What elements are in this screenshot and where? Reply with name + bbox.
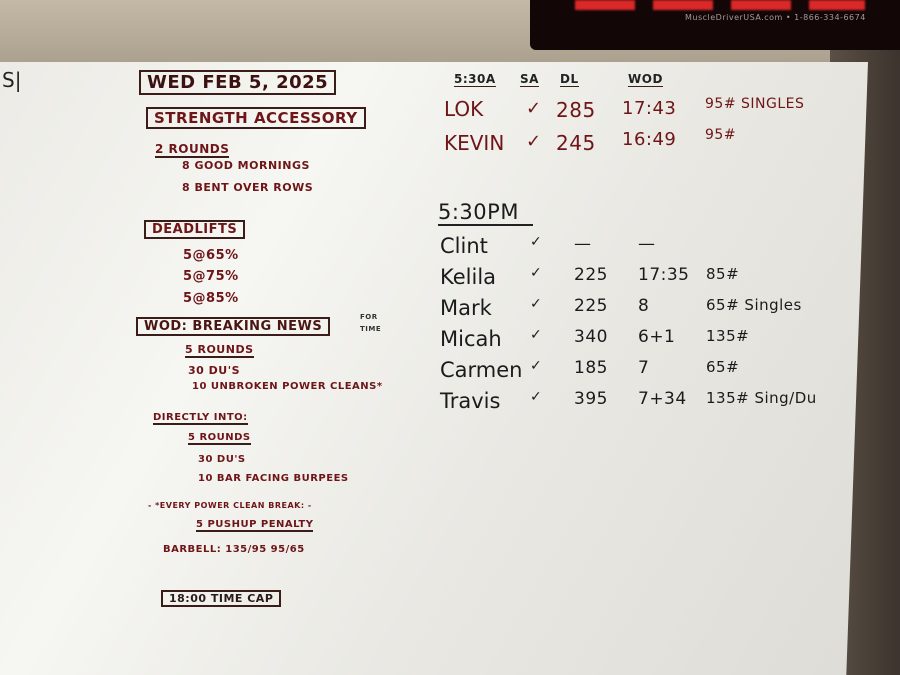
strength-item: 8 GOOD MORNINGS [182, 159, 310, 172]
athlete-name: Clint [440, 234, 488, 258]
dl-value: 185 [574, 358, 608, 378]
wod-note: TIME [360, 325, 382, 333]
wod-rounds: 5 ROUNDS [185, 343, 254, 358]
load-value: 65# [706, 358, 740, 376]
edge-mark: S| [2, 68, 22, 92]
wod-value: 6+1 [638, 327, 676, 347]
wod-value: 17:43 [622, 98, 677, 119]
athlete-name: Micah [440, 327, 502, 351]
deadlift-set: 5@85% [183, 291, 239, 306]
sa-check: ✓ [530, 327, 543, 343]
wod-value: 16:49 [622, 129, 677, 150]
deadlifts-title: DEADLIFTS [144, 220, 246, 239]
strength-item: 8 BENT OVER ROWS [182, 181, 314, 194]
dl-value: 340 [574, 327, 608, 347]
timer-led-display [575, 0, 865, 10]
penalty: 5 PUSHUP PENALTY [196, 519, 314, 532]
dl-value: 285 [556, 98, 596, 122]
sa-check: ✓ [530, 296, 543, 312]
am-header-sa: SA [520, 72, 539, 87]
sa-check: ✓ [530, 389, 543, 405]
deadlift-set: 5@65% [183, 248, 239, 263]
pm-header: 5:30PM [438, 200, 533, 226]
sa-check: ✓ [526, 98, 542, 119]
athlete-name: LOK [444, 97, 484, 121]
load-value: 65# Singles [706, 296, 802, 314]
athlete-name: Carmen [440, 358, 523, 382]
deadlift-set: 5@75% [183, 269, 239, 284]
sa-check: ✓ [526, 131, 542, 152]
athlete-name: Mark [440, 296, 492, 320]
directly-into: DIRECTLY INTO: [153, 412, 248, 425]
athlete-name: Kelila [440, 265, 497, 289]
wod-value: 7 [638, 358, 650, 378]
wod-value: 17:35 [638, 265, 690, 285]
penalty-note: - *EVERY POWER CLEAN BREAK: - [148, 501, 312, 510]
load-value: 85# [706, 265, 740, 283]
am-header-class: 5:30A [454, 72, 496, 87]
barbell-weights: BARBELL: 135/95 95/65 [163, 544, 305, 555]
strength-title: STRENGTH ACCESSORY [146, 107, 366, 129]
dl-value: — [574, 234, 592, 254]
wod-item: 30 DU's [188, 364, 240, 377]
dl-value: 225 [574, 265, 608, 285]
date-heading: WED FEB 5, 2025 [139, 70, 337, 95]
sa-check: ✓ [530, 265, 543, 281]
part2-rounds: 5 ROUNDS [188, 432, 251, 445]
dl-value: 245 [556, 131, 596, 155]
wod-note: FOR [360, 313, 378, 321]
dl-value: 225 [574, 296, 608, 316]
timer-brand: MuscleDriverUSA.com • 1-866-334-6674 [685, 13, 866, 22]
part2-item: 30 DU's [198, 454, 246, 465]
load-value: 95# [705, 127, 737, 143]
athlete-name: KEVIN [444, 131, 505, 155]
gym-timer: MuscleDriverUSA.com • 1-866-334-6674 [530, 0, 900, 50]
load-value: 135# [706, 327, 750, 345]
time-cap: 18:00 TIME CAP [161, 590, 282, 607]
load-value: 135# Sing/Du [706, 389, 817, 407]
am-header-wod: WOD [628, 72, 663, 87]
wod-item: 10 UNBROKEN POWER CLEANS* [192, 381, 383, 392]
strength-rounds: 2 ROUNDS [155, 142, 230, 158]
wod-value: 7+34 [638, 389, 687, 409]
load-value: 95# SINGLES [705, 96, 805, 112]
am-header-dl: DL [560, 72, 579, 87]
wod-title: WOD: BREAKING NEWS [136, 317, 331, 336]
whiteboard [0, 62, 868, 675]
athlete-name: Travis [440, 389, 501, 413]
wod-value: 8 [638, 296, 650, 316]
wod-value: — [638, 234, 656, 254]
sa-check: ✓ [530, 234, 543, 250]
sa-check: ✓ [530, 358, 543, 374]
dl-value: 395 [574, 389, 608, 409]
part2-item: 10 BAR FACING BURPEES [198, 473, 349, 484]
